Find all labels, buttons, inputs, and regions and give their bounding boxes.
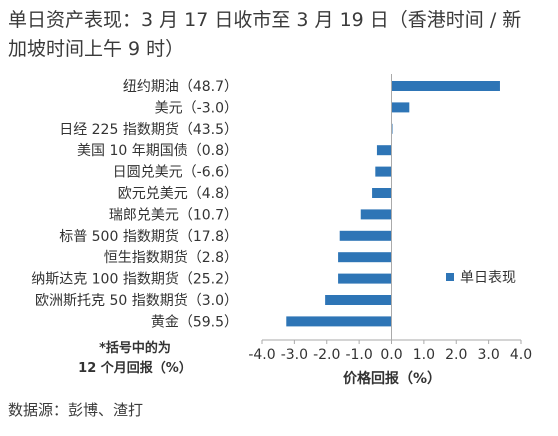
bar [391, 81, 500, 91]
x-tick-label: 1.0 [413, 347, 435, 363]
category-label: 美元（-3.0） [155, 100, 238, 116]
bar [286, 316, 392, 327]
bar [372, 188, 392, 198]
x-tick-label: 0.0 [380, 347, 402, 363]
category-label: 瑞郎兑美元（10.7） [109, 207, 238, 223]
bar [338, 252, 392, 263]
legend-label: 单日表现 [460, 270, 516, 286]
x-tick-label: -4.0 [248, 347, 275, 363]
category-label: 欧洲斯托克 50 指数期货（3.0） [35, 292, 238, 309]
x-tick-label: -3.0 [281, 347, 308, 363]
x-tick-label: -2.0 [313, 347, 340, 363]
legend: 单日表现 [446, 270, 516, 286]
category-label: 日经 225 指数期货（43.5） [59, 121, 238, 138]
chart-title-line-2: 加坡时间上午 9 时） [8, 38, 185, 60]
chart-title-line-1: 单日资产表现：3 月 17 日收市至 3 月 19 日（香港时间 / 新 [8, 9, 522, 31]
category-label: 日圆兑美元（-6.6） [113, 165, 238, 181]
x-tick-label: -1.0 [345, 347, 372, 363]
source-note: 数据源：彭博、渣打 [8, 401, 144, 419]
footnote: *括号中的为 12 个月回报（%） [60, 339, 210, 379]
category-labels: 纽约期油（48.7） 美元（-3.0） 日经 225 指数期货（43.5） 美国 10… [31, 79, 238, 330]
x-tick-label: 3.0 [477, 347, 499, 363]
x-tick-label: 4.0 [510, 347, 532, 363]
bar [338, 273, 392, 284]
bar [325, 295, 392, 305]
chart-title: 单日资产表现：3 月 17 日收市至 3 月 19 日（香港时间 / 新 加坡时… [8, 6, 553, 64]
bar [339, 230, 392, 241]
footnote-line-1: *括号中的为 [99, 341, 171, 356]
category-label: 美国 10 年期国债（0.8） [77, 143, 238, 159]
x-axis: -4.0 -3.0 -2.0 -1.0 0.0 1.0 2.0 3.0 4.0 [248, 74, 532, 363]
bar [376, 145, 392, 156]
bar [360, 209, 392, 220]
legend-swatch [446, 273, 454, 281]
category-label: 纽约期油（48.7） [123, 79, 238, 95]
category-label: 黄金（59.5） [151, 313, 238, 330]
bar [375, 166, 392, 177]
footnote-line-2: 12 个月回报（%） [78, 361, 192, 376]
x-axis-title: 价格回报（%） [343, 370, 441, 387]
bars-layer [286, 81, 500, 327]
category-label: 恒生指数期货（2.8） [104, 249, 238, 266]
category-label: 标普 500 指数期货（17.8） [59, 228, 238, 245]
category-label: 欧元兑美元（4.8） [118, 186, 238, 202]
bar [391, 102, 410, 113]
category-label: 纳斯达克 100 指数期货（25.2） [31, 271, 238, 288]
x-tick-label: 2.0 [445, 347, 467, 363]
